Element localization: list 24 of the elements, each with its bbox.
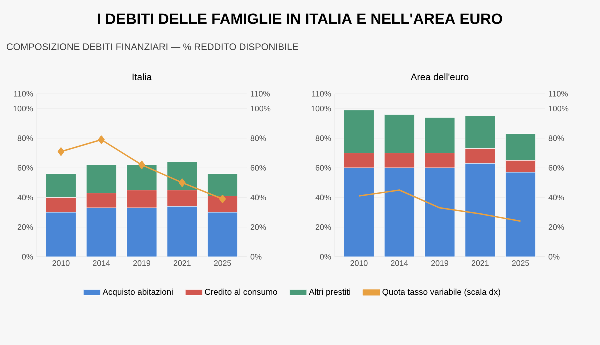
line-series bbox=[358, 190, 522, 222]
bar bbox=[46, 212, 76, 257]
bar bbox=[465, 163, 496, 257]
point bbox=[179, 178, 186, 188]
bar bbox=[344, 168, 374, 257]
point bbox=[219, 195, 226, 204]
legend-label: Altri prestiti bbox=[309, 288, 350, 297]
bar bbox=[167, 206, 198, 257]
bar bbox=[208, 212, 238, 257]
text: I DEBITI DELLE FAMIGLIE IN ITALIA E NELL'AREA EURO bbox=[98, 14, 502, 24]
bar bbox=[506, 172, 536, 257]
bar bbox=[126, 208, 158, 257]
point bbox=[58, 148, 65, 156]
point bbox=[98, 136, 105, 144]
bar bbox=[424, 168, 456, 257]
legend-label: Quota tasso variabile (scala dx) bbox=[382, 288, 500, 297]
chart-title: Italia bbox=[132, 74, 152, 81]
bar bbox=[384, 168, 415, 257]
chart-title: Area dell'euro bbox=[410, 74, 469, 81]
legend-label: Acquisto abitazioni bbox=[102, 288, 173, 297]
legend-label: Credito al consumo bbox=[205, 288, 278, 296]
text: COMPOSIZIONE DEBITI FINANZIARI — % REDDITO DISPONIBILE bbox=[7, 44, 298, 50]
bar bbox=[86, 208, 117, 257]
point bbox=[138, 160, 146, 170]
